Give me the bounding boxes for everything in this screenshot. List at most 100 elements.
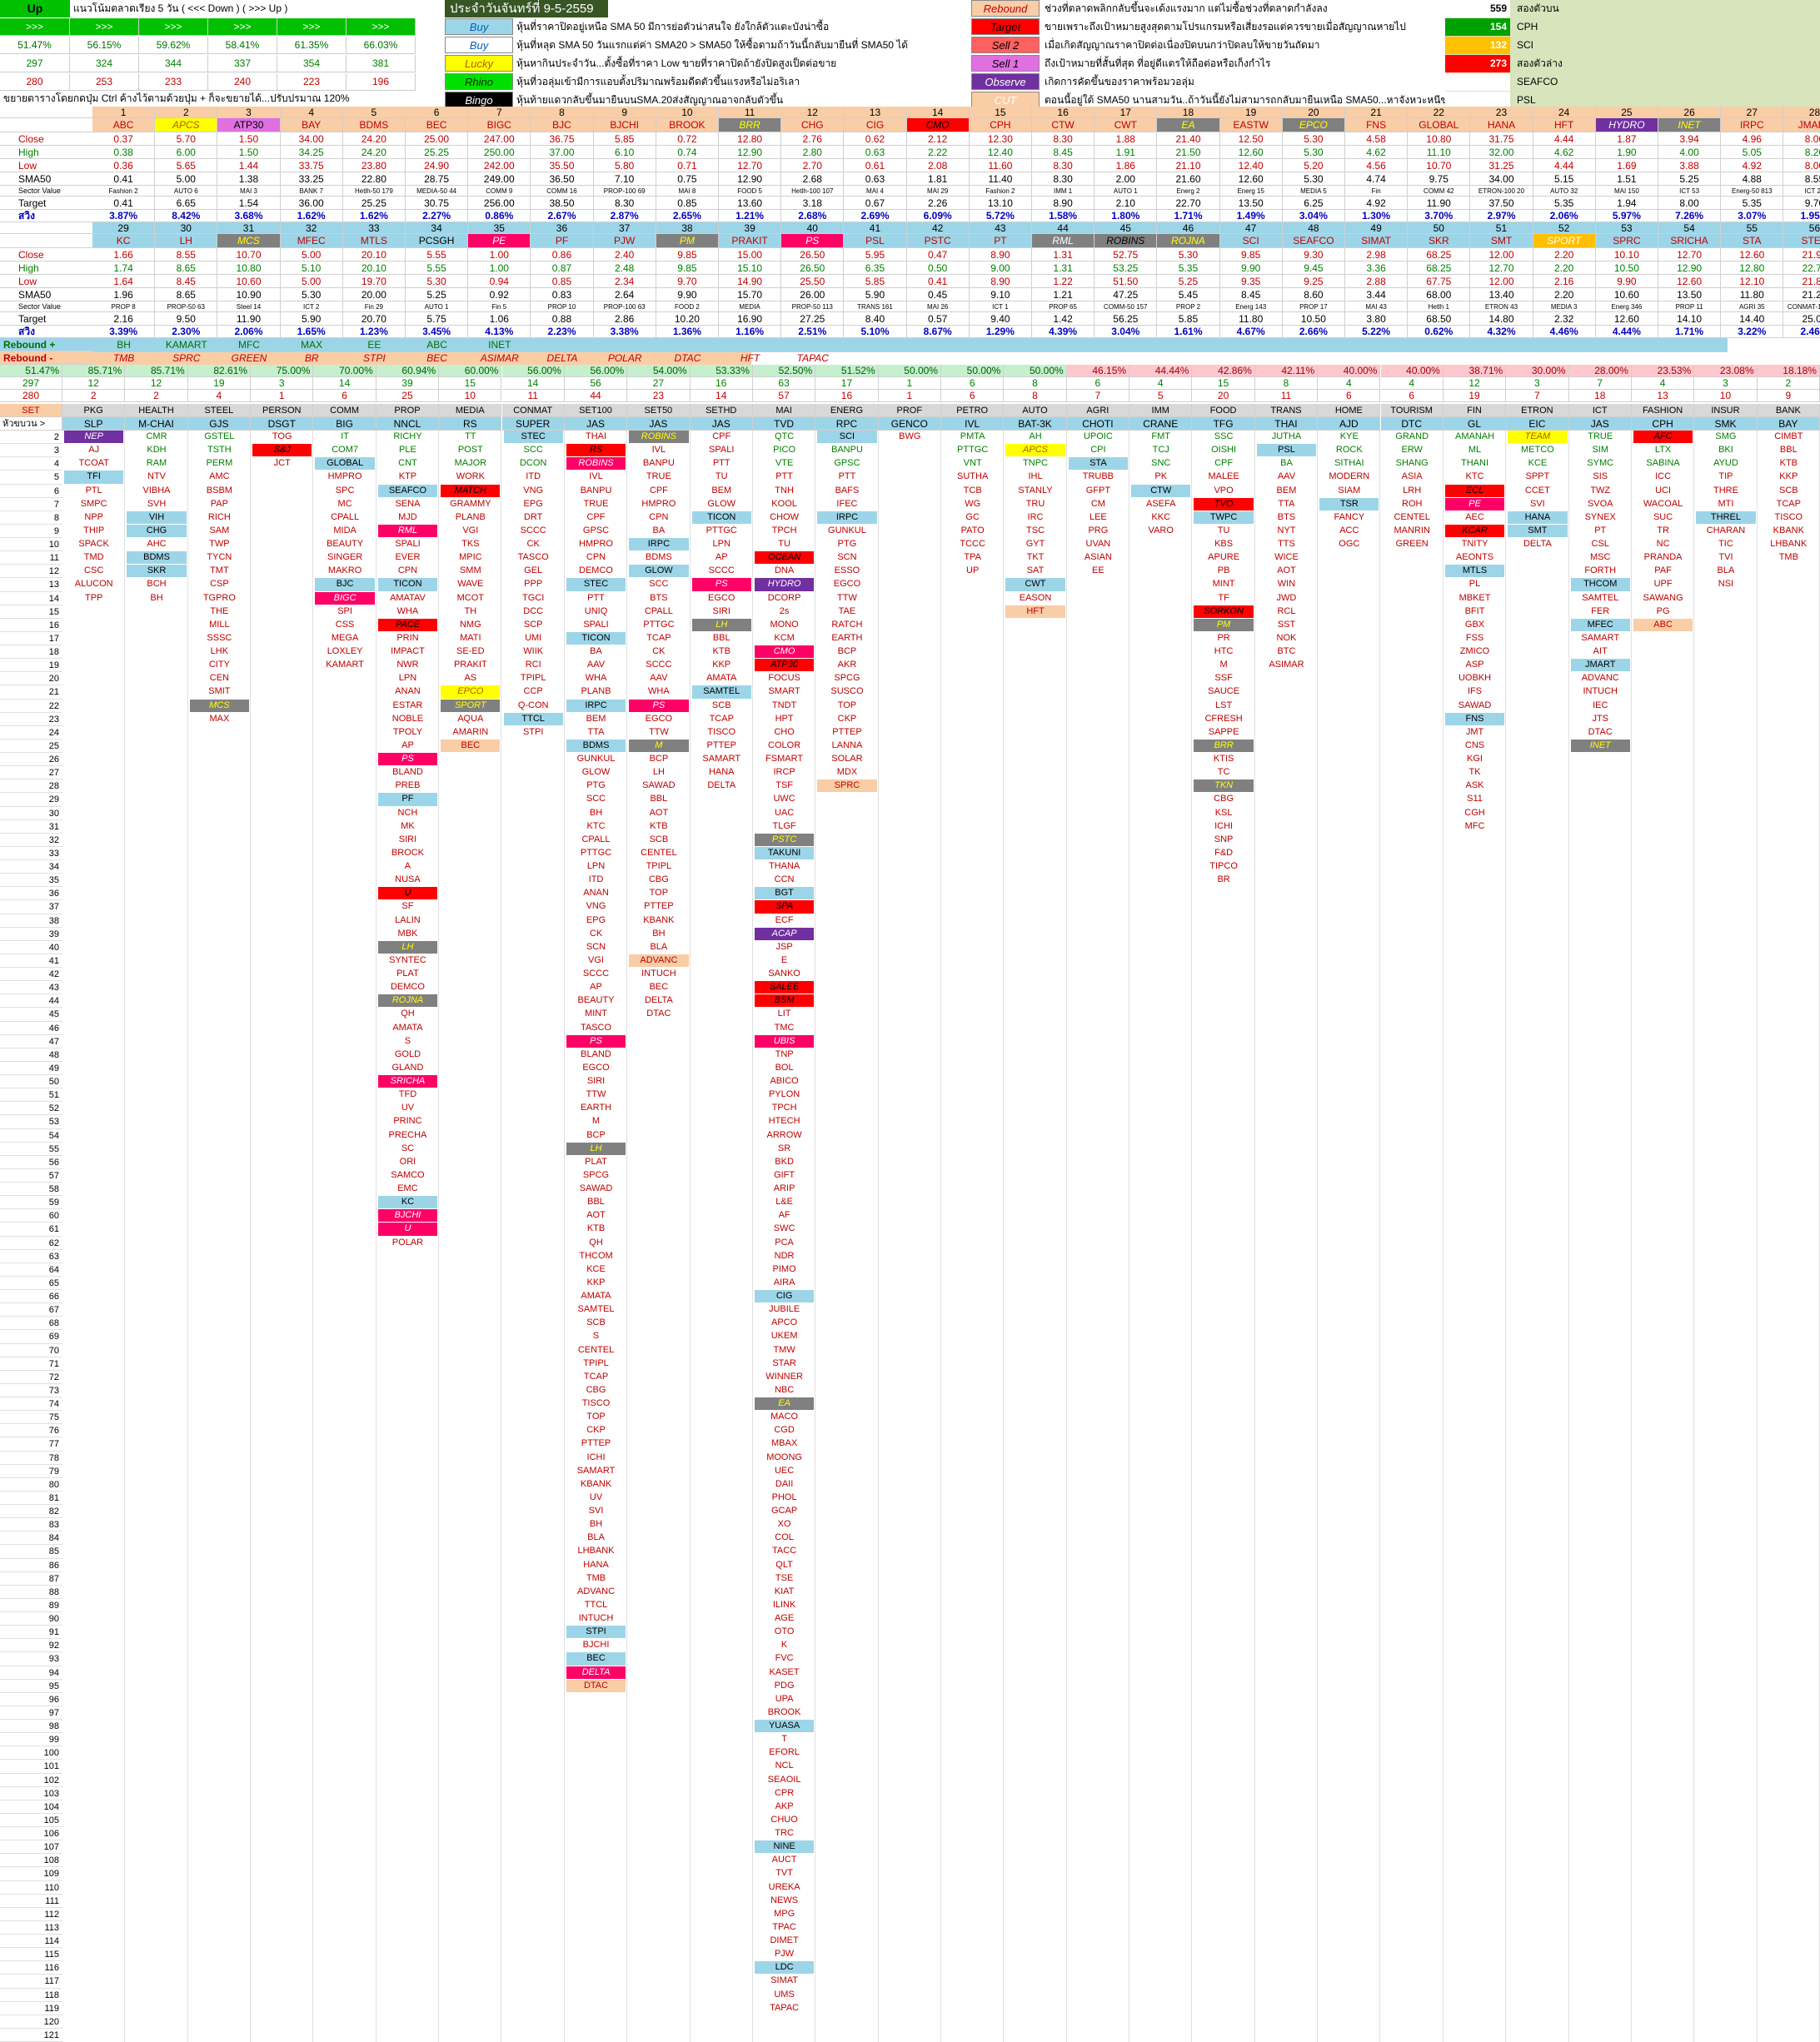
list-item-c5-r25: BLAND — [392, 767, 423, 778]
list-item-c5-r36: LALIN — [395, 914, 421, 925]
row-number: 52 — [0, 1102, 62, 1116]
sector-name-27: INSUR — [1694, 404, 1758, 417]
list-item-c24-r10: FORTH — [1584, 565, 1617, 576]
list-item-c11-r19: SMART — [768, 686, 800, 697]
list-item-c8-r68: CENTEL — [577, 1344, 615, 1355]
list-item-c9-r21: EGCO — [645, 713, 673, 724]
block2-tickers-0: KC — [92, 234, 156, 248]
sector-head-4: BIG — [313, 417, 376, 431]
row-number: 89 — [0, 1599, 62, 1612]
block2-nums-3: 32 — [280, 222, 343, 234]
list-item-c5-r12: AMATAV — [390, 592, 426, 603]
block2-target-9: 10.20 — [656, 312, 719, 326]
block2-sector-25: PROP 11 — [1658, 301, 1722, 312]
block1-nums-7: 8 — [531, 107, 594, 118]
list-item-c8-r76: ICHI — [586, 1452, 606, 1462]
sector-pct-13: 51.52% — [815, 365, 879, 377]
list-item-c2-r18: CEN — [209, 673, 229, 684]
block2-sector-10: MEDIA — [719, 301, 782, 312]
sector-green-14: 1 — [878, 377, 941, 390]
trend-pcts-3: 58.41% — [208, 37, 277, 54]
sector-red-13: 16 — [815, 390, 879, 402]
list-item-c14-r1: PTTGC — [957, 445, 989, 456]
row-number: 4 — [0, 457, 62, 471]
list-item-c25-r13: PG — [1656, 605, 1670, 616]
block1-nums-19: 20 — [1282, 107, 1345, 118]
block2-nums-26: 55 — [1721, 222, 1784, 234]
list-item-c12-r9: SCN — [837, 552, 857, 563]
list-item-c8-r4: BANPU — [580, 485, 612, 496]
list-item-c10-r25: HANA — [708, 767, 735, 778]
row-number: 2 — [0, 431, 62, 445]
list-item-c8-r92: DELTA — [566, 1666, 626, 1679]
sector-name-3: STEEL — [187, 404, 252, 417]
list-item-c18-r10: PB — [1217, 565, 1230, 576]
block1-pct-7: 2.67% — [531, 210, 594, 222]
block2-low-5: 5.30 — [406, 275, 469, 288]
block2-pct-23: 4.46% — [1533, 326, 1596, 338]
block1-target-20: 4.92 — [1345, 197, 1409, 210]
list-item-c8-r41: AP — [590, 982, 602, 993]
list-item-c4-r4: SPC — [335, 485, 355, 496]
trend-pcts-2: 59.62% — [139, 37, 208, 54]
list-item-c8-r58: AOT — [586, 1210, 606, 1221]
list-item-c27-r3: KKP — [1779, 471, 1798, 482]
block1-high-10: 12.90 — [719, 146, 782, 159]
row-number: 31 — [0, 820, 62, 834]
list-item-c5-r19: ANAN — [395, 686, 421, 697]
list-item-c14-r2: VNT — [963, 458, 982, 469]
list-item-c24-r15: SAMART — [1581, 632, 1620, 643]
list-item-c7-r16: WIIK — [523, 646, 544, 656]
block2-close-23: 2.20 — [1533, 248, 1596, 261]
list-item-c10-r9: AP — [715, 552, 728, 563]
list-item-c9-r42: DELTA — [644, 995, 673, 1006]
sector-name-24: ETRON — [1506, 404, 1569, 417]
list-item-c2-r11: CSP — [210, 579, 229, 590]
list-item-c11-r58: AF — [778, 1210, 790, 1221]
list-item-c3-r1: S&J — [252, 444, 312, 457]
list-item-c23-r1: METCO — [1521, 445, 1554, 456]
list-item-c10-r10: SCCC — [708, 565, 735, 576]
block2-sector-4: Fin 29 — [342, 301, 406, 312]
block2-tickers-27: STEC — [1783, 234, 1820, 248]
list-item-c1-r0: CMR — [146, 431, 167, 441]
block1-label-close: Close — [0, 132, 92, 146]
list-item-c11-r79: PHOL — [771, 1492, 797, 1502]
list-item-c27-r1: BBL — [1779, 445, 1798, 456]
block2-sector-26: AGRI 35 — [1721, 301, 1784, 312]
date-title: ประจำวันจันทร์ที่ 9-5-2559 — [445, 0, 608, 17]
block1-low-5: 24.90 — [406, 159, 469, 172]
trend-reds-4: 223 — [277, 73, 347, 91]
trend-arrows-0: >>> — [0, 18, 70, 36]
block2-tickers-23: SPORT — [1533, 234, 1596, 248]
list-item-c2-r16: LHK — [210, 646, 229, 656]
block2-low-10: 14.90 — [719, 275, 782, 288]
list-item-c25-r6: SUC — [1653, 511, 1673, 522]
list-item-c18-r18: SSF — [1214, 673, 1233, 684]
grid-col — [691, 431, 753, 2042]
list-item-c11-r84: QLT — [775, 1559, 793, 1570]
grid-col — [565, 431, 628, 2042]
sector-name-16: AUTO — [1004, 404, 1067, 417]
rebound-minus-2: GREEN — [231, 352, 267, 364]
block1-sector-26: Energ-50 813 — [1721, 186, 1784, 197]
row-number: 30 — [0, 807, 62, 820]
block1-tickers-1: APCS — [155, 118, 218, 132]
row-number: 9 — [0, 525, 62, 538]
list-item-c11-r36: ECF — [775, 914, 794, 925]
list-item-c10-r13: SIRI — [712, 605, 730, 616]
list-item-c11-r116: UMS — [774, 1989, 795, 2000]
list-item-c22-r21: FNS — [1444, 712, 1505, 725]
list-item-c4-r2: GLOBAL — [315, 457, 375, 471]
block2-label-sector: Sector Value — [0, 301, 92, 312]
block1-nums-11: 12 — [781, 107, 845, 118]
sector-green-25: 7 — [1568, 377, 1632, 390]
sector-name-1: PKG — [62, 404, 126, 417]
list-item-c9-r22: TTW — [648, 726, 669, 737]
block2-low-20: 2.88 — [1345, 275, 1409, 288]
block1-high-15: 8.45 — [1032, 146, 1095, 159]
list-item-c8-r64: AMATA — [581, 1291, 611, 1301]
list-item-c27-r6: TISCO — [1774, 511, 1803, 522]
block1-target-11: 3.18 — [781, 197, 845, 210]
list-item-c9-r38: BLA — [650, 941, 668, 952]
